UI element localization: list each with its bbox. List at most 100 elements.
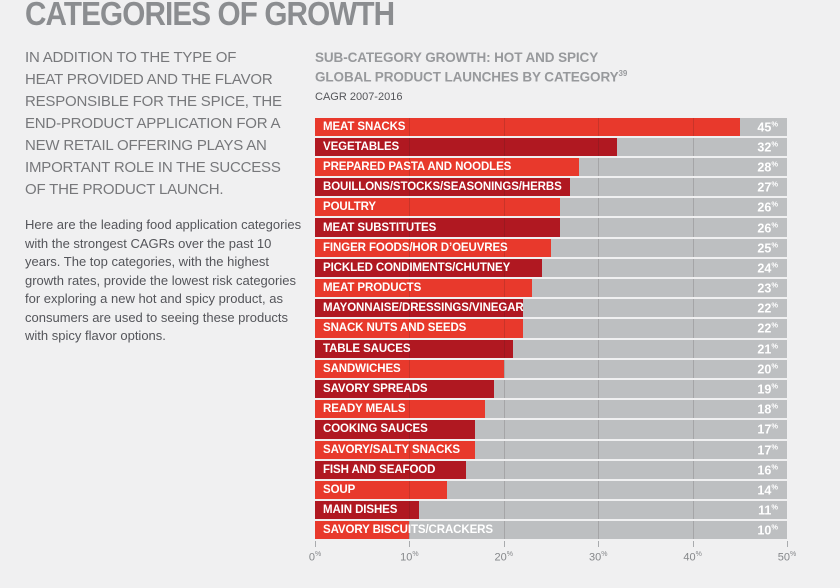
gridline	[598, 521, 600, 540]
gridline	[598, 480, 600, 500]
bar	[315, 319, 523, 338]
bar-category-label: SOUP	[323, 483, 356, 496]
bar-category-label: MAIN DISHES	[323, 504, 398, 517]
chart-panel: SUB-CATEGORY GROWTH: HOT AND SPICY GLOBA…	[309, 50, 796, 581]
gridline	[692, 420, 694, 439]
gridline	[409, 137, 411, 156]
bar	[315, 218, 561, 237]
gridline	[692, 218, 694, 237]
gridline	[409, 460, 411, 479]
bar	[315, 198, 561, 217]
gridline	[409, 420, 411, 439]
x-axis: 0% 10% 20% 30% 40% 50%	[309, 541, 796, 581]
bar	[315, 480, 448, 500]
bar	[315, 238, 551, 257]
chart-title-line2-text: GLOBAL PRODUCT LAUNCHES BY CATEGORY	[315, 69, 619, 84]
bar-category-label: PICKLED CONDIMENTS/CHUTNEY	[323, 261, 511, 274]
gridline	[503, 238, 505, 257]
gridline	[692, 440, 694, 459]
gridline	[503, 279, 505, 298]
intro-body: Here are the leading food application ca…	[25, 217, 302, 343]
gridline	[503, 299, 505, 318]
bar-category-label: SNACK NUTS AND SEEDS	[323, 322, 467, 335]
chart-title: SUB-CATEGORY GROWTH: HOT AND SPICY GLOBA…	[315, 50, 787, 85]
gridline	[409, 117, 411, 136]
gridline	[692, 198, 694, 217]
gridline	[503, 198, 505, 217]
gridline	[503, 178, 505, 197]
gridline	[598, 218, 600, 237]
bar-category-label: BOUILLONS/STOCKS/SEASONINGS/HERBS	[323, 181, 562, 194]
axis-tick-label: 40%	[683, 551, 702, 565]
gridline	[503, 501, 505, 520]
axis-tick	[787, 541, 788, 548]
gridline	[598, 178, 600, 197]
bar	[315, 258, 542, 277]
gridline	[409, 218, 411, 237]
gridline	[409, 400, 411, 419]
bar-category-label: VEGETABLES	[323, 140, 400, 153]
gridline	[598, 379, 600, 399]
gridline	[598, 258, 600, 277]
bar-row: READY MEALS 18%	[315, 400, 787, 419]
gridline	[503, 420, 505, 439]
chart-subtitle: CAGR 2007-2016	[315, 90, 403, 103]
bar-value-label: 22%	[757, 300, 778, 316]
gridline	[692, 460, 694, 479]
bar-category-label: SANDWICHES	[323, 362, 401, 375]
bar-value-label: 27%	[757, 179, 778, 195]
axis-tick	[409, 541, 411, 548]
bar-row: SAVORY BISCUITS/CRACKERS 10%	[315, 521, 787, 540]
bar-category-label: READY MEALS	[323, 403, 406, 416]
bar-row: PICKLED CONDIMENTS/CHUTNEY 24%	[315, 258, 787, 277]
bar	[315, 359, 504, 378]
bar-row: FINGER FOODS/HOR D’OEUVRES 25%	[315, 238, 787, 257]
gridline	[692, 299, 694, 318]
gridline	[598, 400, 600, 419]
gridline	[692, 359, 694, 378]
bar-value-label: 24%	[757, 260, 778, 276]
bar-row: SANDWICHES 20%	[315, 359, 787, 378]
gridline	[598, 339, 600, 358]
gridline	[692, 258, 694, 277]
gridline	[598, 440, 600, 459]
bar	[315, 117, 740, 136]
bar-row: MAYONNAISE/DRESSINGS/VINEGAR 22%	[315, 299, 787, 318]
gridline	[409, 521, 411, 540]
bar-category-label: MEAT PRODUCTS	[323, 282, 422, 295]
bar-row: MEAT SNACKS 45%	[315, 117, 787, 136]
bar-category-label: SAVORY BISCUITS/CRACKERS	[323, 524, 493, 537]
axis-tick	[503, 541, 505, 548]
bar-category-label: TABLE SAUCES	[323, 342, 411, 355]
gridline	[692, 379, 694, 399]
gridline	[692, 339, 694, 358]
chart-title-line1: SUB-CATEGORY GROWTH: HOT AND SPICY	[315, 50, 599, 65]
gridline	[692, 117, 694, 136]
gridline	[409, 319, 411, 338]
gridline	[503, 258, 505, 277]
gridline	[503, 521, 505, 540]
bar-value-label: 28%	[757, 159, 778, 175]
bar	[315, 400, 485, 419]
gridline	[503, 359, 505, 378]
axis-tick-label: 0%	[308, 551, 322, 565]
gridline	[692, 319, 694, 338]
gridline	[598, 501, 600, 520]
bar-row: BOUILLONS/STOCKS/SEASONINGS/HERBS 27%	[315, 178, 787, 197]
gridline	[692, 178, 694, 197]
gridline	[503, 137, 505, 156]
bar	[315, 299, 523, 318]
bar-value-label: 18%	[757, 401, 778, 417]
bar	[315, 501, 419, 520]
bar	[315, 420, 476, 439]
gridline	[598, 460, 600, 479]
bar-row: SAVORY/SALTY SNACKS 17%	[315, 440, 787, 459]
gridline	[503, 218, 505, 237]
bar-value-label: 23%	[757, 280, 778, 296]
bar-value-label: 20%	[757, 361, 778, 377]
bar-row: MEAT SUBSTITUTES 26%	[315, 218, 787, 237]
gridline	[503, 157, 505, 177]
bar-value-label: 19%	[757, 381, 778, 397]
bar-value-label: 26%	[757, 219, 778, 236]
